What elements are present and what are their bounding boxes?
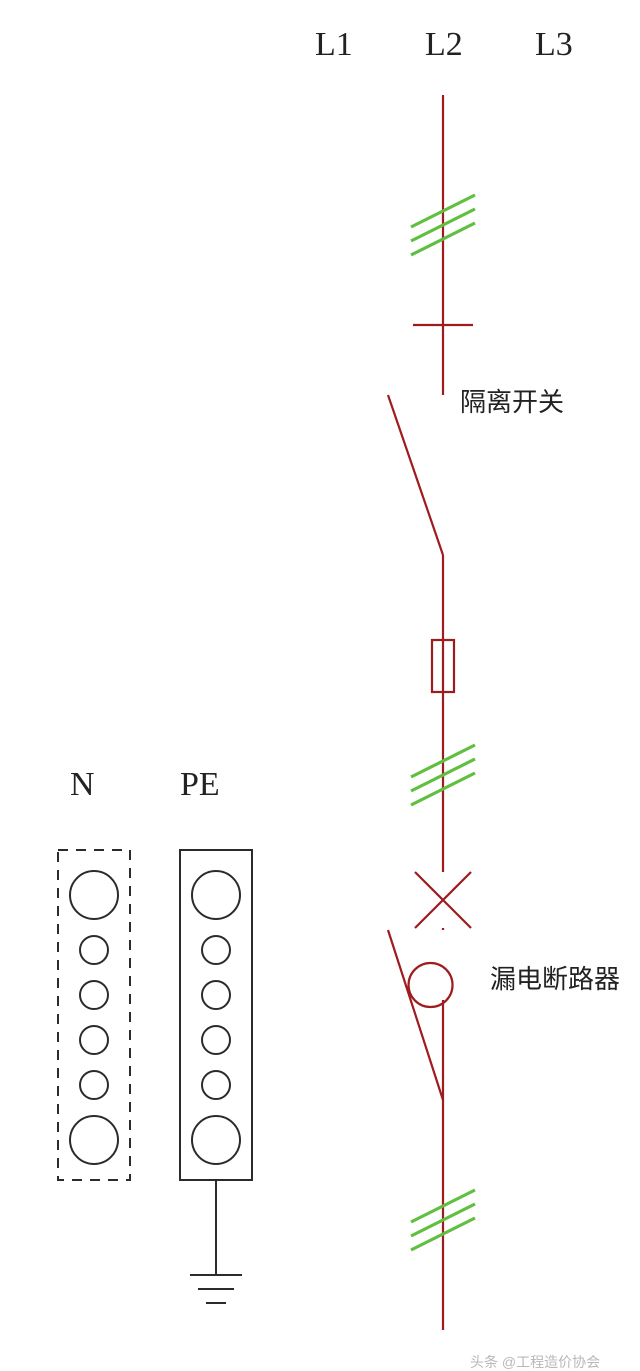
electrical-single-line-diagram xyxy=(0,0,640,1371)
pe-busbar-terminal xyxy=(192,1116,240,1164)
label-isolator: 隔离开关 xyxy=(460,382,564,419)
n-busbar-terminal xyxy=(70,871,118,919)
label-n: N xyxy=(70,766,95,804)
breaker-blade xyxy=(388,930,443,1100)
n-busbar-terminal xyxy=(80,981,108,1009)
isolator-switch-blade xyxy=(388,395,443,555)
pe-busbar-terminal xyxy=(202,1071,230,1099)
n-busbar-frame xyxy=(58,850,130,1180)
pe-busbar-terminal xyxy=(202,1026,230,1054)
rcd-circle-icon xyxy=(409,963,453,1007)
label-l1: L1 xyxy=(315,26,353,64)
pe-busbar-frame xyxy=(180,850,252,1180)
label-rcd: 漏电断路器 xyxy=(490,959,620,996)
watermark-text: 头条 @工程造价协会 xyxy=(470,1352,600,1371)
label-l2: L2 xyxy=(425,26,463,64)
n-busbar-terminal xyxy=(70,1116,118,1164)
pe-busbar-terminal xyxy=(192,871,240,919)
n-busbar-terminal xyxy=(80,1071,108,1099)
label-pe: PE xyxy=(180,766,220,804)
label-l3: L3 xyxy=(535,26,573,64)
n-busbar-terminal xyxy=(80,936,108,964)
pe-busbar-terminal xyxy=(202,936,230,964)
n-busbar-terminal xyxy=(80,1026,108,1054)
pe-busbar-terminal xyxy=(202,981,230,1009)
